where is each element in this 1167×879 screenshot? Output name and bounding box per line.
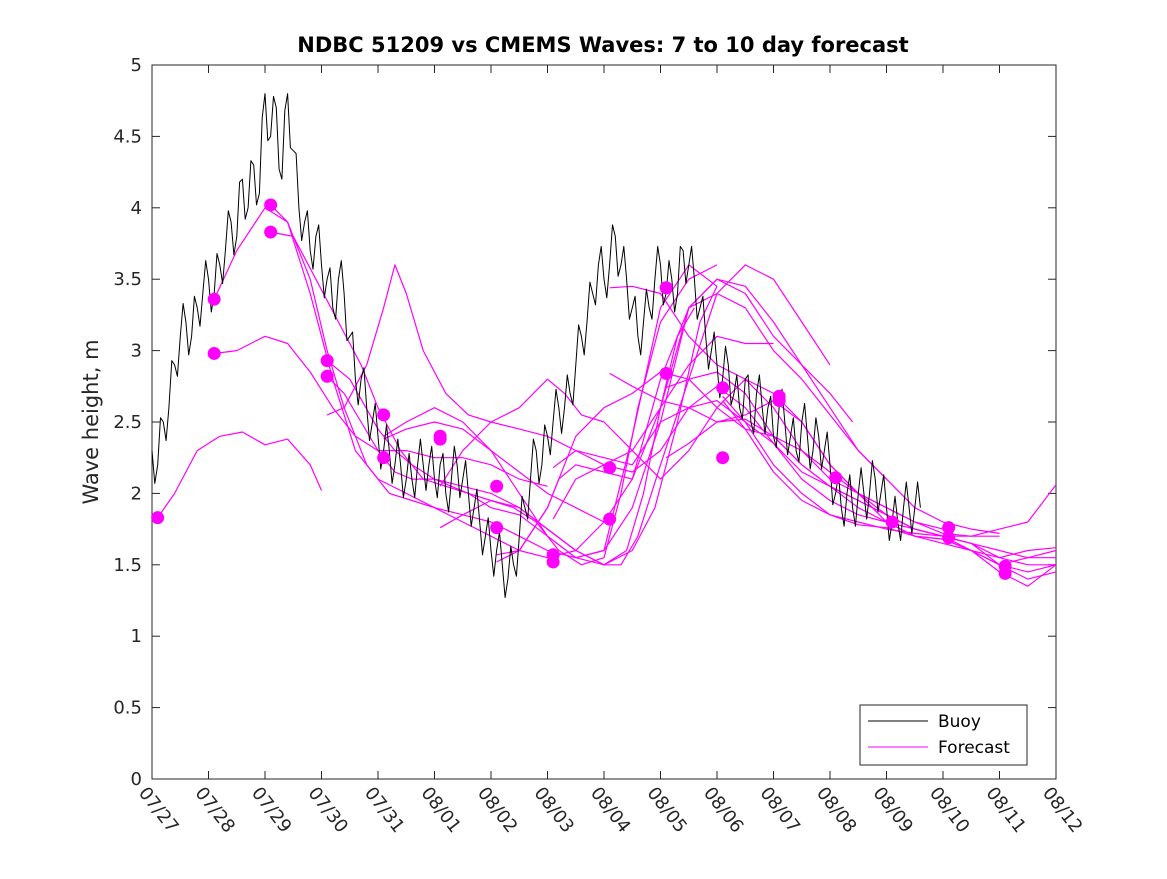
forecast-series-line — [496, 278, 1000, 563]
forecast-start-marker — [885, 515, 899, 529]
x-tick-label: 07/28 — [191, 783, 239, 837]
x-tick-label: 08/04 — [586, 783, 634, 837]
y-tick-label: 4 — [131, 198, 142, 219]
x-tick-label: 07/27 — [134, 783, 182, 837]
y-axis-label: Wave height, m — [79, 339, 103, 504]
forecast-start-marker — [942, 531, 956, 545]
legend-box — [859, 704, 1028, 766]
y-tick-label: 2 — [131, 483, 142, 504]
forecast-start-marker — [942, 521, 956, 535]
forecast-series-line — [439, 378, 944, 530]
x-tick-label: 08/07 — [756, 783, 804, 837]
x-tick-label: 08/11 — [982, 783, 1030, 837]
x-tick-label: 08/10 — [925, 783, 973, 837]
chart-title: NDBC 51209 vs CMEMS Waves: 7 to 10 day f… — [297, 33, 908, 57]
forecast-start-marker — [264, 198, 278, 212]
y-tick-label: 2.5 — [113, 412, 142, 433]
x-tick-label: 07/31 — [360, 783, 408, 837]
legend-forecast-label: Forecast — [938, 738, 1010, 758]
forecast-start-marker — [207, 346, 221, 360]
forecast-start-marker — [998, 566, 1012, 580]
forecast-start-marker — [659, 281, 673, 295]
y-tick-label: 3.5 — [113, 269, 142, 290]
forecast-start-marker — [264, 225, 278, 239]
forecast-series-line — [439, 264, 831, 566]
forecast-start-marker — [151, 511, 165, 525]
forecast-start-marker — [377, 451, 391, 465]
forecast-start-marker — [320, 369, 334, 383]
x-tick-label: 08/03 — [530, 783, 578, 837]
forecast-start-marker — [716, 451, 730, 465]
forecast-series-line — [665, 371, 1057, 587]
forecast-start-marker — [659, 366, 673, 380]
forecast-start-marker — [490, 521, 504, 535]
forecast-series-line — [326, 307, 695, 566]
x-tick-label: 08/01 — [417, 783, 465, 837]
forecast-series-line — [383, 278, 854, 559]
x-tick-label: 07/30 — [304, 783, 352, 837]
y-tick-label: 5 — [131, 55, 142, 76]
x-tick-label: 08/02 — [473, 783, 521, 837]
forecast-start-marker — [772, 394, 786, 408]
x-tick-label: 08/08 — [812, 783, 860, 837]
forecast-start-marker — [603, 461, 617, 475]
forecast-series-line — [157, 431, 323, 519]
y-tick-label: 0 — [131, 769, 142, 790]
forecast-series-line — [722, 400, 1057, 559]
y-tick-label: 3 — [131, 341, 142, 362]
forecast-series-line — [214, 335, 548, 487]
forecast-series-line — [665, 418, 1057, 580]
x-tick-label: 08/12 — [1038, 783, 1086, 837]
forecast-series-line — [326, 264, 774, 466]
y-tick-label: 1.5 — [113, 555, 142, 576]
y-tick-label: 4.5 — [113, 126, 142, 147]
x-tick-label: 08/05 — [643, 783, 691, 837]
forecast-start-marker — [320, 354, 334, 368]
x-tick-label: 07/29 — [247, 783, 295, 837]
legend: Buoy Forecast — [859, 704, 1028, 766]
forecast-series-line — [213, 207, 605, 559]
x-tick-label: 08/06 — [699, 783, 747, 837]
forecast-start-marker — [207, 292, 221, 306]
y-tick-label: 0.5 — [113, 698, 142, 719]
forecast-start-marker — [433, 432, 447, 446]
forecast-start-marker — [546, 555, 560, 569]
y-tick-label: 1 — [131, 626, 142, 647]
buoy-series-line — [151, 93, 921, 599]
forecast-start-marker — [603, 512, 617, 526]
x-tick-label: 08/09 — [869, 783, 917, 837]
forecast-start-marker — [829, 471, 843, 485]
forecast-start-marker — [490, 479, 504, 493]
forecast-start-marker — [716, 381, 730, 395]
forecast-start-marker — [377, 408, 391, 422]
legend-buoy-label: Buoy — [938, 712, 981, 732]
